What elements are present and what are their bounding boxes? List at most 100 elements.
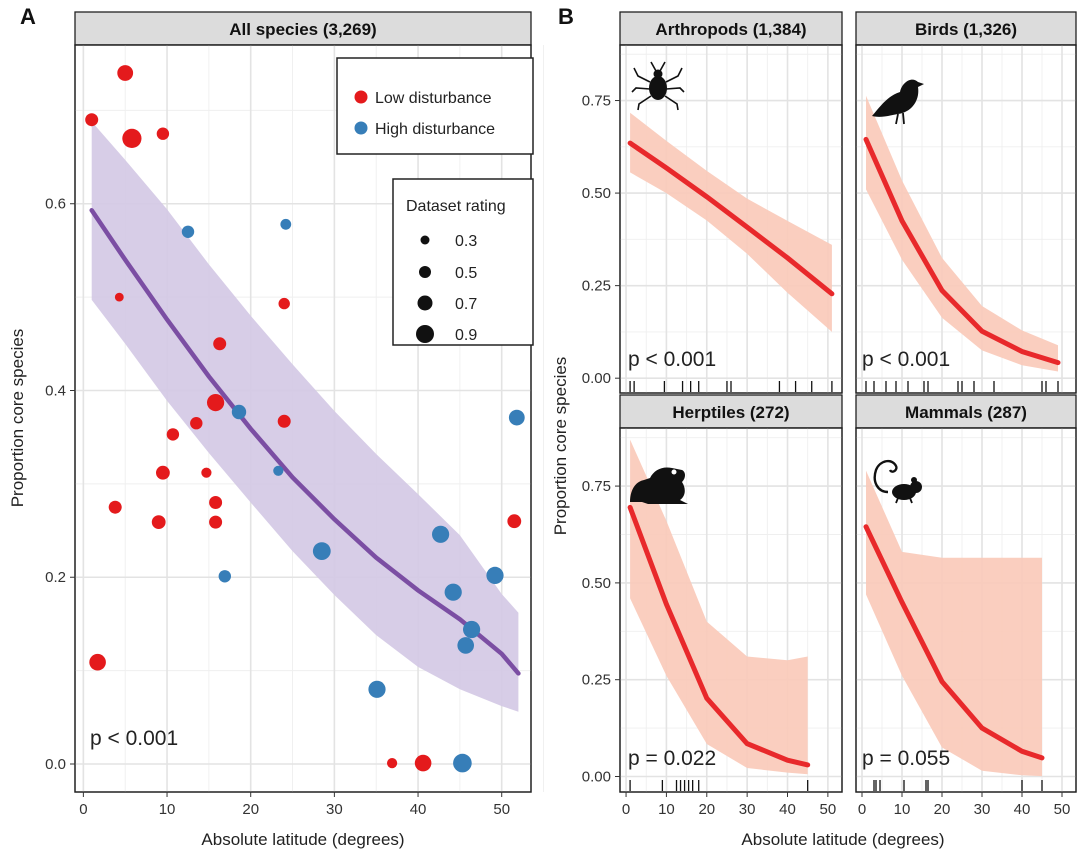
panel-a-point-low-disturbance bbox=[156, 127, 170, 140]
facet-pvalue: p < 0.001 bbox=[862, 348, 950, 371]
facet-y-tick-label: 0.25 bbox=[582, 278, 611, 295]
facet-x-tick-label: 40 bbox=[1014, 801, 1031, 818]
panel-a-point-low-disturbance bbox=[201, 467, 212, 478]
bird-body bbox=[872, 79, 924, 117]
facet-title: Mammals (287) bbox=[905, 403, 1027, 422]
facet-y-tick-label: 0.00 bbox=[582, 370, 611, 387]
panel-a-point-high-disturbance bbox=[181, 225, 195, 238]
facet-strip bbox=[619, 394, 843, 429]
facet-title: Birds (1,326) bbox=[915, 20, 1017, 39]
panel-a-point-low-disturbance bbox=[209, 515, 223, 529]
facet-bird: Birds (1,326) p < 0.001 bbox=[855, 11, 1077, 394]
panel-a-point-low-disturbance bbox=[114, 292, 124, 302]
panel-a-point-high-disturbance bbox=[273, 465, 284, 476]
panel-a-ribbon bbox=[91, 121, 519, 712]
panel-a-title: All species (3,269) bbox=[229, 20, 376, 39]
facet-fit-curve bbox=[627, 140, 835, 297]
frog-body bbox=[630, 467, 688, 504]
legend-low-label: Low disturbance bbox=[375, 90, 492, 107]
panel-a-x-tick-label: 50 bbox=[493, 801, 510, 818]
panel-b-x-axis-title: Absolute latitude (degrees) bbox=[741, 830, 944, 849]
panel-a-chart: All species (3,269) 0 10 20 30 40 50 0.0 0.2 0.4… bbox=[8, 11, 545, 849]
panel-a-point-low-disturbance bbox=[278, 297, 290, 310]
mouse-icon bbox=[873, 459, 922, 504]
panel-a-point-low-disturbance bbox=[122, 128, 142, 148]
panel-a-point-low-disturbance bbox=[213, 337, 227, 351]
facet-y-tick-label: 0.75 bbox=[582, 93, 611, 110]
mouse-feet bbox=[895, 497, 913, 504]
facet-title: Arthropods (1,384) bbox=[655, 20, 806, 39]
facet-pvalue: p < 0.001 bbox=[628, 348, 716, 371]
panel-a-point-high-disturbance bbox=[463, 620, 481, 639]
bird-legs bbox=[895, 112, 905, 125]
facet-y-tick-label: 0.00 bbox=[582, 769, 611, 786]
panel-a-point-high-disturbance bbox=[432, 525, 450, 543]
facet-x-tick-label: 50 bbox=[1054, 801, 1071, 818]
facet-strip bbox=[855, 11, 1077, 46]
panel-a-point-high-disturbance bbox=[486, 566, 504, 585]
mouse-tail bbox=[873, 459, 898, 494]
mouse-ear bbox=[911, 477, 917, 483]
panel-a-y-tick-label: 0.6 bbox=[45, 196, 66, 213]
legend-rating-label-4: 0.9 bbox=[455, 327, 477, 344]
panel-a-y-axis-title: Proportion core species bbox=[8, 329, 27, 508]
panel-a-border bbox=[74, 44, 532, 793]
panel-a-point-low-disturbance bbox=[151, 515, 166, 529]
mouse-body bbox=[892, 484, 916, 500]
facet-title: Herptiles (272) bbox=[672, 403, 789, 422]
facet-strip bbox=[619, 11, 843, 46]
panel-a-point-high-disturbance bbox=[457, 637, 475, 654]
panel-b-y-axis-title: Proportion core species bbox=[551, 357, 570, 536]
panel-a-point-low-disturbance bbox=[209, 496, 223, 509]
legend-low-marker bbox=[354, 90, 368, 104]
facet-y-tick-label: 0.50 bbox=[582, 575, 611, 592]
beetle-body bbox=[649, 76, 667, 100]
legend-high-marker bbox=[354, 121, 368, 135]
panel-a-confidence-ribbon bbox=[91, 121, 519, 712]
panel-a-point-low-disturbance bbox=[85, 113, 99, 127]
facet-pvalue: p = 0.022 bbox=[628, 747, 716, 770]
beetle-icon bbox=[631, 61, 685, 111]
facet-x-tick-label: 10 bbox=[894, 801, 911, 818]
legend-rating-title: Dataset rating bbox=[406, 198, 506, 215]
facet-y-tick-label: 0.75 bbox=[582, 478, 611, 495]
facet-mouse: Mammals (287) p = 0.055 0 10 20 30 40 50 bbox=[855, 394, 1077, 818]
panel-a-y-tick-label: 0.0 bbox=[45, 756, 66, 773]
legend-rating-marker-3 bbox=[417, 295, 433, 311]
legend-rating-marker-2 bbox=[419, 266, 431, 278]
panel-a-point-high-disturbance bbox=[368, 680, 386, 698]
bird-icon bbox=[872, 79, 924, 125]
panel-label-a: A bbox=[20, 4, 36, 29]
panel-a-y-tick-label: 0.4 bbox=[45, 382, 66, 399]
facet-border bbox=[855, 44, 1077, 394]
legend-disturbance: Low disturbance High disturbance bbox=[336, 57, 534, 155]
panel-a-point-low-disturbance bbox=[277, 414, 291, 428]
panel-a-point-low-disturbance bbox=[414, 754, 432, 772]
legend-dataset-rating: Dataset rating 0.3 0.5 0.7 0.9 bbox=[392, 178, 534, 346]
beetle-legs bbox=[631, 61, 685, 111]
panel-a-point-low-disturbance bbox=[207, 394, 225, 412]
panel-a-point-low-disturbance bbox=[117, 65, 134, 81]
legend-rating-box bbox=[392, 178, 534, 346]
legend-disturbance-box bbox=[336, 57, 534, 155]
panel-a-point-high-disturbance bbox=[444, 583, 462, 601]
panel-a-point-low-disturbance bbox=[166, 428, 180, 441]
panel-a-strip bbox=[74, 11, 532, 46]
frog-eye bbox=[671, 469, 677, 475]
panel-a-x-tick-label: 20 bbox=[242, 801, 259, 818]
panel-a-x-tick-label: 0 bbox=[79, 801, 87, 818]
legend-rating-label-1: 0.3 bbox=[455, 233, 477, 250]
panel-a-points bbox=[85, 65, 525, 773]
panel-a-x-tick-label: 30 bbox=[326, 801, 343, 818]
facet-fit-curve bbox=[863, 524, 1045, 761]
facet-y-tick-label: 0.50 bbox=[582, 185, 611, 202]
facet-x-tick-label: 0 bbox=[858, 801, 866, 818]
facet-x-tick-label: 50 bbox=[820, 801, 837, 818]
facet-x-tick-label: 30 bbox=[974, 801, 991, 818]
panel-label-b: B bbox=[558, 4, 574, 29]
legend-rating-marker-4 bbox=[416, 325, 434, 343]
facet-confidence-ribbon bbox=[630, 112, 832, 332]
legend-high-label: High disturbance bbox=[375, 121, 495, 138]
frog-icon bbox=[630, 467, 688, 504]
